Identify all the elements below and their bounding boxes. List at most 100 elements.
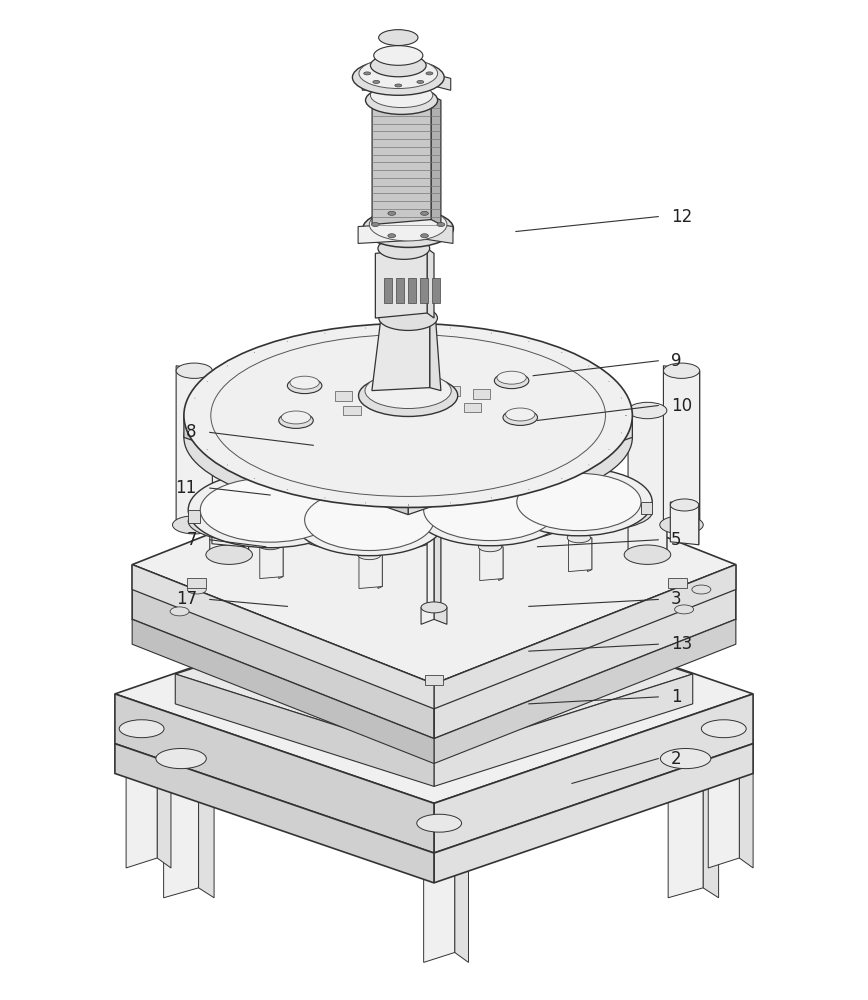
Polygon shape	[431, 95, 441, 225]
Ellipse shape	[358, 375, 457, 416]
Polygon shape	[434, 565, 736, 709]
Polygon shape	[505, 502, 516, 514]
Ellipse shape	[478, 542, 502, 552]
Ellipse shape	[305, 489, 434, 551]
Ellipse shape	[437, 223, 444, 227]
Ellipse shape	[417, 63, 424, 66]
Polygon shape	[212, 499, 244, 547]
Ellipse shape	[287, 378, 322, 394]
Polygon shape	[427, 248, 434, 318]
Text: 11: 11	[175, 479, 197, 497]
Ellipse shape	[173, 516, 216, 534]
Ellipse shape	[374, 46, 423, 65]
Ellipse shape	[378, 306, 437, 330]
Polygon shape	[358, 223, 427, 243]
Ellipse shape	[412, 499, 568, 542]
Polygon shape	[279, 545, 283, 579]
Ellipse shape	[674, 605, 694, 614]
Polygon shape	[164, 759, 199, 898]
Polygon shape	[430, 316, 441, 391]
Ellipse shape	[201, 478, 340, 542]
Polygon shape	[641, 502, 652, 514]
Ellipse shape	[352, 59, 444, 95]
Polygon shape	[260, 545, 283, 579]
Polygon shape	[175, 674, 434, 786]
Polygon shape	[434, 744, 753, 883]
Bar	[384, 278, 391, 303]
Ellipse shape	[119, 720, 164, 738]
Ellipse shape	[424, 479, 556, 541]
Polygon shape	[427, 223, 453, 243]
Ellipse shape	[417, 814, 462, 832]
Ellipse shape	[293, 509, 445, 552]
Ellipse shape	[421, 234, 429, 238]
Text: 8: 8	[187, 423, 197, 441]
Ellipse shape	[184, 359, 633, 516]
Polygon shape	[184, 415, 408, 515]
Ellipse shape	[624, 545, 671, 564]
Ellipse shape	[661, 748, 711, 769]
Ellipse shape	[568, 533, 590, 543]
Polygon shape	[455, 823, 469, 962]
Text: 5: 5	[671, 531, 681, 549]
Polygon shape	[210, 406, 248, 555]
Ellipse shape	[369, 208, 447, 241]
Ellipse shape	[210, 402, 248, 419]
Bar	[464, 403, 482, 412]
Polygon shape	[421, 602, 434, 624]
Polygon shape	[412, 510, 424, 522]
Polygon shape	[670, 502, 699, 545]
Polygon shape	[340, 510, 352, 523]
Ellipse shape	[497, 371, 526, 384]
Ellipse shape	[378, 30, 418, 46]
Ellipse shape	[388, 234, 396, 238]
Polygon shape	[115, 694, 434, 853]
Ellipse shape	[187, 585, 207, 594]
Bar	[408, 278, 416, 303]
Polygon shape	[378, 555, 382, 589]
Ellipse shape	[176, 363, 213, 378]
Text: 1: 1	[671, 688, 681, 706]
Text: 17: 17	[175, 590, 197, 608]
Ellipse shape	[156, 748, 207, 769]
Polygon shape	[362, 73, 431, 90]
Polygon shape	[588, 538, 592, 572]
Ellipse shape	[365, 86, 437, 114]
Bar	[667, 578, 687, 588]
Polygon shape	[663, 366, 700, 525]
Polygon shape	[132, 565, 434, 709]
Ellipse shape	[188, 499, 352, 544]
Polygon shape	[201, 366, 213, 525]
Ellipse shape	[692, 585, 711, 594]
Polygon shape	[408, 415, 633, 515]
Ellipse shape	[388, 211, 396, 215]
Ellipse shape	[412, 474, 568, 546]
Polygon shape	[188, 510, 201, 523]
Text: 12: 12	[671, 208, 693, 226]
Ellipse shape	[373, 63, 379, 66]
Polygon shape	[569, 538, 592, 572]
Polygon shape	[499, 547, 503, 581]
Polygon shape	[126, 729, 157, 868]
Ellipse shape	[421, 602, 447, 613]
Text: 7: 7	[187, 531, 197, 549]
Ellipse shape	[212, 495, 244, 509]
Ellipse shape	[670, 499, 699, 511]
Ellipse shape	[395, 60, 402, 63]
Ellipse shape	[371, 54, 426, 77]
Bar	[396, 278, 404, 303]
Ellipse shape	[281, 411, 311, 424]
Ellipse shape	[184, 323, 633, 507]
Polygon shape	[176, 366, 213, 525]
Polygon shape	[372, 95, 431, 225]
Polygon shape	[427, 396, 434, 609]
Ellipse shape	[503, 410, 537, 425]
Ellipse shape	[211, 335, 606, 496]
Polygon shape	[628, 406, 667, 555]
Polygon shape	[431, 73, 450, 90]
Ellipse shape	[365, 373, 451, 409]
Ellipse shape	[426, 72, 433, 75]
Text: 2: 2	[671, 750, 681, 768]
Ellipse shape	[279, 412, 313, 428]
Polygon shape	[708, 729, 740, 868]
